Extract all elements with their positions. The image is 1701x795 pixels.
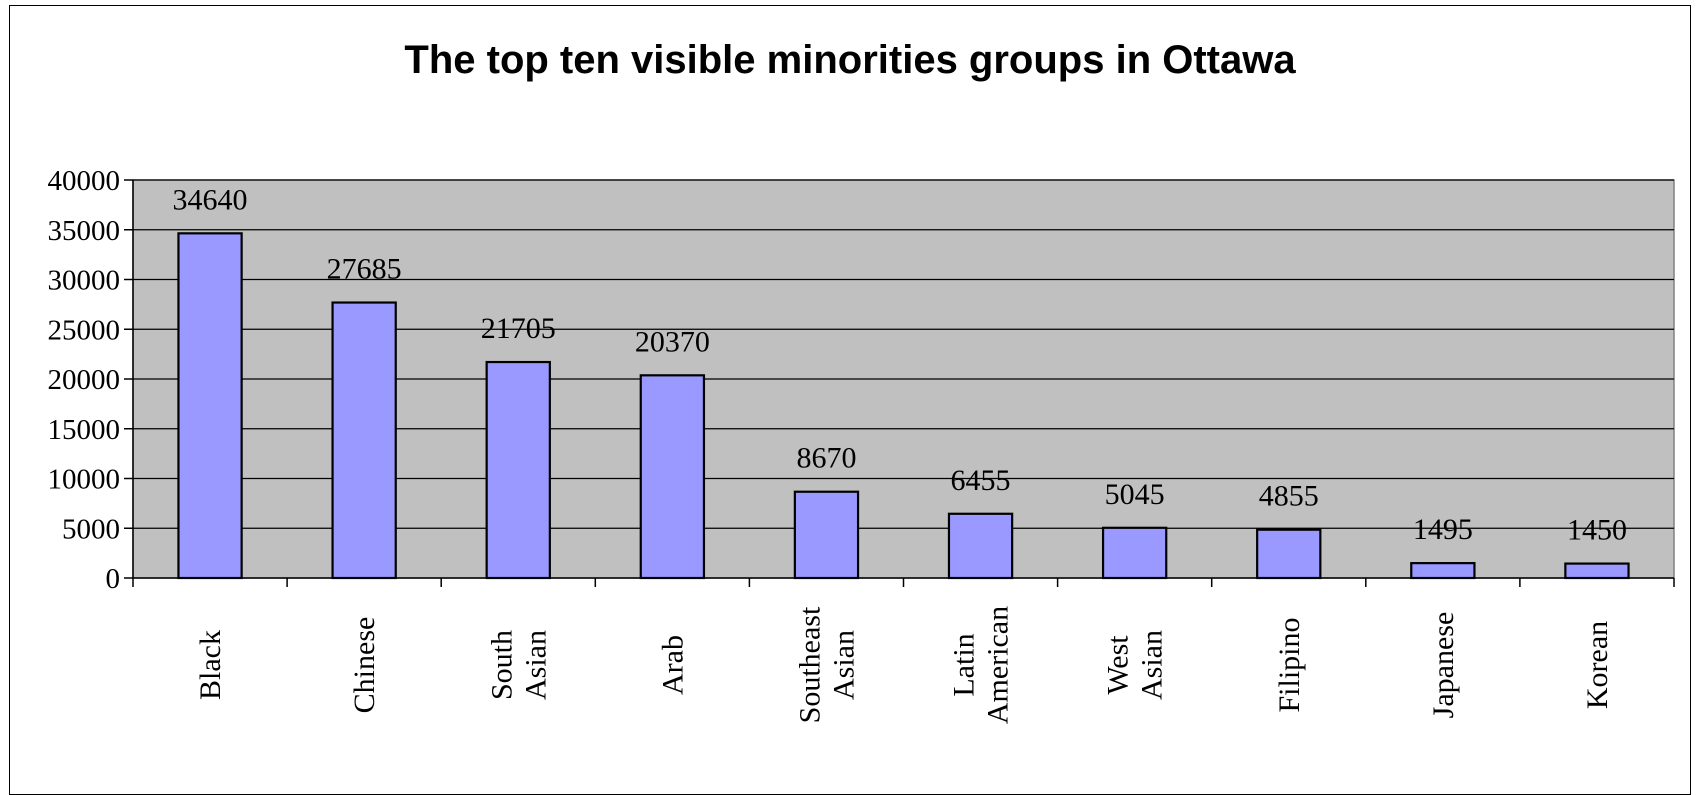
bar [639, 374, 706, 580]
bar [1410, 562, 1476, 580]
data-label: 1450 [1567, 514, 1627, 547]
x-category-label: Black [194, 630, 227, 700]
x-category-label: American [982, 606, 1015, 724]
data-label: 34640 [173, 183, 248, 216]
data-label: 5045 [1105, 478, 1165, 511]
chart-title: The top ten visible minorities groups in… [404, 38, 1296, 82]
data-label: 8670 [796, 442, 856, 475]
x-category-label: Asian [1136, 630, 1169, 700]
data-label: 27685 [327, 253, 402, 286]
y-tick-label: 0 [106, 563, 121, 595]
y-tick-label: 15000 [48, 414, 121, 446]
bars [177, 232, 1630, 580]
y-tick-label: 5000 [62, 513, 120, 545]
data-label: 6455 [951, 464, 1011, 497]
data-label: 4855 [1259, 480, 1319, 513]
bar [1101, 526, 1168, 580]
bar [485, 360, 551, 580]
bar [947, 512, 1014, 580]
y-tick-label: 20000 [48, 364, 121, 396]
x-category-label: Southeast [793, 606, 826, 723]
x-category-label: Korean [1581, 621, 1614, 709]
data-labels: 34640 27685 21705 20370 8670 6455 5045 4855 1495… [173, 183, 1627, 546]
bar [1564, 562, 1630, 580]
x-category-label: Chinese [348, 617, 381, 714]
y-tick-label: 40000 [48, 165, 121, 197]
x-category-label: Arab [656, 635, 689, 695]
data-label: 1495 [1413, 513, 1473, 546]
x-category-label: Japanese [1427, 612, 1460, 719]
y-tick-label: 30000 [48, 265, 121, 297]
x-category-label: Asian [827, 630, 860, 700]
x-category-label: South [485, 630, 518, 700]
bar [331, 301, 397, 580]
x-category-label: Filipino [1273, 617, 1306, 712]
bar [177, 232, 243, 580]
bar [1256, 528, 1322, 580]
y-tick-label: 25000 [48, 314, 121, 346]
axes: 0 5000 10000 15000 20000 25000 30000 35000 40000 [48, 165, 1675, 595]
x-category-label: West [1102, 635, 1135, 695]
category-labels: Black Chinese South Asian Arab Southeast Asian… [194, 606, 1614, 724]
data-label: 20370 [635, 325, 710, 358]
x-category-label: Asian [519, 630, 552, 700]
x-category-label: Latin [948, 633, 981, 696]
y-tick-label: 10000 [48, 464, 121, 496]
data-label: 21705 [481, 312, 556, 345]
bar [793, 490, 860, 580]
y-tick-label: 35000 [48, 215, 121, 247]
